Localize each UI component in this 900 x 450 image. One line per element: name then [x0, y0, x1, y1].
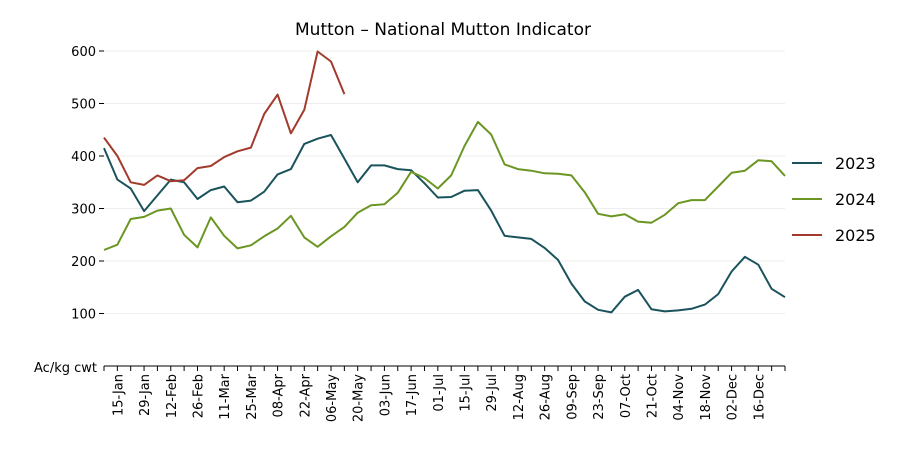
x-tick-label: 09-Sep	[565, 374, 580, 420]
x-tick-label: 12-Feb	[165, 374, 180, 418]
y-axis-unit-label: Ac/kg cwt	[34, 361, 97, 376]
x-tick-label: 29-Jul	[485, 374, 500, 412]
y-tick-label: 600	[71, 45, 96, 60]
x-tick-label: 23-Sep	[592, 374, 607, 420]
legend-label-2023: 2023	[835, 154, 876, 173]
x-tick-label: 15-Jul	[459, 374, 474, 412]
x-tick-label: 20-May	[352, 374, 367, 422]
legend-label-2025: 2025	[835, 226, 876, 245]
y-tick-label: 200	[71, 255, 96, 270]
y-axis: 100 200 300 400 500 600	[71, 45, 104, 323]
series-line-2025	[103, 50, 346, 186]
x-tick-label: 02-Dec	[726, 374, 741, 420]
x-tick-label: 12-Aug	[512, 374, 527, 420]
x-tick-label: 26-Aug	[539, 374, 554, 420]
x-tick-label: 01-Jul	[432, 374, 447, 412]
x-tick-label: 08-Apr	[272, 373, 287, 417]
series-line-2024	[103, 120, 786, 251]
y-tick-label: 400	[71, 150, 96, 165]
y-tick-label: 300	[71, 203, 96, 218]
chart-title: Mutton – National Mutton Indicator	[295, 20, 591, 40]
legend: 2023 2024 2025	[792, 154, 876, 245]
x-tick-label: 11-Mar	[218, 373, 233, 419]
x-tick-label: 03-Jun	[378, 374, 393, 416]
y-tick-label: 500	[71, 98, 96, 113]
x-axis: 15-Jan 29-Jan 12-Feb 26-Feb 11-Mar 25-Mar 08-A…	[103, 365, 786, 422]
x-tick-label: 16-Dec	[752, 374, 767, 420]
x-tick-label: 15-Jan	[111, 374, 126, 416]
x-tick-label: 17-Jun	[405, 374, 420, 416]
x-tick-label: 04-Nov	[672, 374, 687, 421]
x-tick-label: 29-Jan	[138, 374, 153, 416]
x-tick-label: 26-Feb	[191, 374, 206, 418]
x-tick-label: 18-Nov	[699, 374, 714, 421]
series-line-2023	[103, 134, 786, 314]
x-tick-label: 06-May	[325, 374, 340, 422]
gridlines	[104, 50, 785, 314]
y-tick-label: 100	[71, 308, 96, 323]
x-tick-label: 22-Apr	[298, 373, 313, 417]
x-tick-label: 07-Oct	[619, 374, 634, 418]
x-tick-label: 21-Oct	[645, 374, 660, 418]
x-tick-label: 25-Mar	[245, 373, 260, 419]
series-lines	[103, 50, 786, 314]
legend-label-2024: 2024	[835, 190, 876, 209]
